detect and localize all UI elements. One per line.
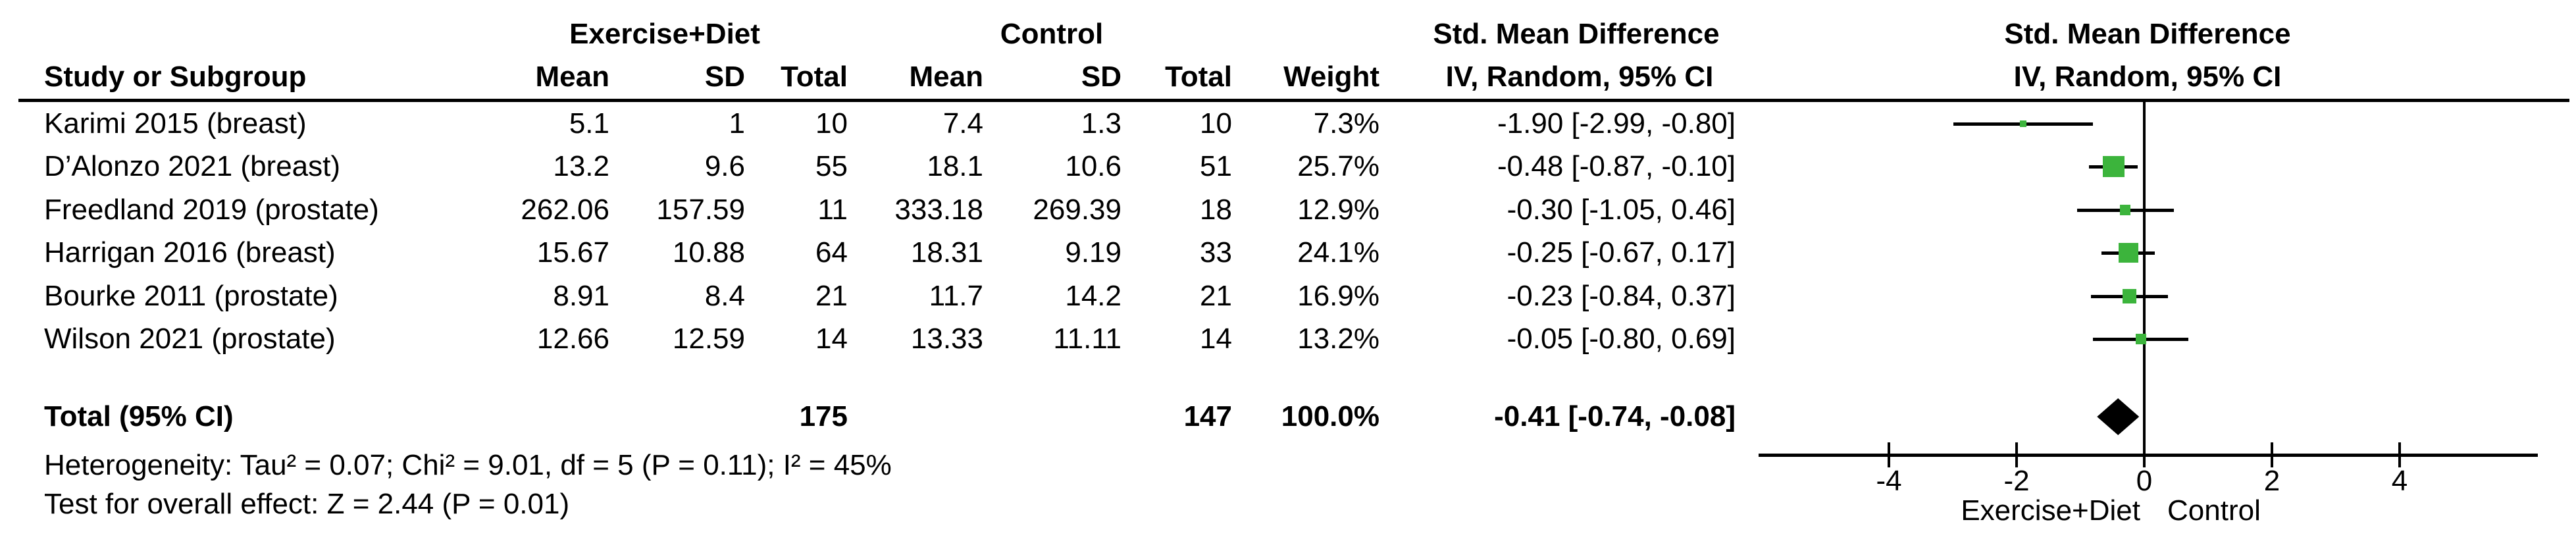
mean1-value: 5.1: [569, 107, 609, 140]
study-label: Wilson 2021 (prostate): [44, 323, 336, 355]
total1-value: 55: [815, 150, 848, 182]
weight-value: 25.7%: [1297, 150, 1379, 182]
sd1-value: 12.59: [672, 323, 745, 355]
study-label: Freedland 2019 (prostate): [44, 194, 379, 226]
total2-column-header: Total: [1165, 61, 1232, 93]
study-column-header: Study or Subgroup: [44, 61, 307, 93]
x-axis-tick-label: 2: [2263, 465, 2280, 497]
total2-value: 10: [1200, 107, 1232, 140]
header-rule: [18, 99, 2569, 102]
total2-value: 14: [1200, 323, 1232, 355]
total2-sum: 147: [1183, 400, 1232, 433]
ci-text: -1.90 [-2.99, -0.80]: [1497, 107, 1736, 140]
weight-value: 24.1%: [1297, 236, 1379, 269]
total2-value: 18: [1200, 194, 1232, 226]
x-axis-tick: [1888, 442, 1890, 467]
mean2-column-header: Mean: [909, 61, 983, 93]
total1-value: 10: [815, 107, 848, 140]
mean2-value: 18.1: [927, 150, 983, 182]
ci-text: -0.23 [-0.84, 0.37]: [1507, 280, 1736, 312]
ci-text: -0.48 [-0.87, -0.10]: [1497, 150, 1736, 182]
sd2-value: 9.19: [1065, 236, 1121, 269]
axis-label-favours-right: Control: [2167, 494, 2261, 527]
total-row-label: Total (95% CI): [44, 400, 234, 433]
study-label: Bourke 2011 (prostate): [44, 280, 338, 312]
sd1-value: 8.4: [704, 280, 745, 312]
iv-ci-plot-column-header: IV, Random, 95% CI: [2013, 61, 2282, 93]
group1-header: Exercise+Diet: [569, 18, 760, 50]
weight-value: 7.3%: [1313, 107, 1379, 140]
effect-square-marker: [2118, 242, 2138, 263]
x-axis-tick: [2143, 442, 2146, 467]
group2-header: Control: [1000, 18, 1104, 50]
sd1-value: 1: [729, 107, 745, 140]
sd1-value: 10.88: [672, 236, 745, 269]
total1-value: 11: [817, 194, 848, 226]
sd2-column-header: SD: [1081, 61, 1121, 93]
ci-text: -0.30 [-1.05, 0.46]: [1507, 194, 1736, 226]
mean2-value: 13.33: [910, 323, 983, 355]
sd2-value: 269.39: [1033, 194, 1121, 226]
total1-sum: 175: [799, 400, 848, 433]
mean2-value: 333.18: [894, 194, 983, 226]
study-label: D’Alonzo 2021 (breast): [44, 150, 341, 182]
x-axis-tick: [2398, 442, 2401, 467]
total1-value: 64: [815, 236, 848, 269]
total1-value: 14: [815, 323, 848, 355]
sd2-value: 14.2: [1065, 280, 1121, 312]
total1-value: 21: [815, 280, 848, 312]
total2-value: 33: [1200, 236, 1232, 269]
axis-label-favours-left: Exercise+Diet: [1961, 494, 2140, 527]
study-label: Harrigan 2016 (breast): [44, 236, 336, 269]
weight-value: 12.9%: [1297, 194, 1379, 226]
sd2-value: 1.3: [1081, 107, 1121, 140]
effect-square-marker: [2119, 204, 2130, 216]
mean2-value: 18.31: [910, 236, 983, 269]
total2-value: 51: [1200, 150, 1232, 182]
ci-text: -0.05 [-0.80, 0.69]: [1507, 323, 1736, 355]
sd1-value: 157.59: [656, 194, 745, 226]
effect-square-marker: [2019, 120, 2026, 127]
x-axis-tick-label: 4: [2391, 465, 2408, 497]
x-axis: [1759, 453, 2538, 457]
iv-ci-column-header: IV, Random, 95% CI: [1445, 61, 1714, 93]
effect-square-marker: [2135, 333, 2147, 345]
pooled-effect-diamond: [2097, 398, 2140, 435]
sd1-value: 9.6: [704, 150, 745, 182]
mean2-value: 11.7: [929, 280, 983, 312]
effect-square-marker: [2103, 155, 2125, 178]
ci-text: -0.25 [-0.67, 0.17]: [1507, 236, 1736, 269]
weight-value: 13.2%: [1297, 323, 1379, 355]
study-label: Karimi 2015 (breast): [44, 107, 307, 140]
mean1-value: 13.2: [553, 150, 609, 182]
x-axis-tick-label: -2: [2003, 465, 2030, 497]
overall-effect-line: Test for overall effect: Z = 2.44 (P = 0…: [44, 488, 570, 520]
heterogeneity-line: Heterogeneity: Tau² = 0.07; Chi² = 9.01,…: [44, 449, 892, 481]
effect-square-marker: [2123, 289, 2137, 303]
sd2-value: 11.11: [1053, 323, 1121, 355]
mean2-value: 7.4: [942, 107, 983, 140]
x-axis-tick-label: -4: [1876, 465, 1902, 497]
sd2-value: 10.6: [1065, 150, 1121, 182]
total2-value: 21: [1200, 280, 1232, 312]
x-axis-tick: [2015, 442, 2018, 467]
total-weight: 100.0%: [1281, 400, 1379, 433]
total1-column-header: Total: [781, 61, 848, 93]
x-axis-tick: [2271, 442, 2273, 467]
mean1-column-header: Mean: [535, 61, 609, 93]
mean1-value: 8.91: [553, 280, 609, 312]
x-axis-tick-label: 0: [2136, 465, 2153, 497]
weight-value: 16.9%: [1297, 280, 1379, 312]
total-ci-text: -0.41 [-0.74, -0.08]: [1494, 400, 1736, 433]
zero-line: [2143, 102, 2146, 455]
weight-column-header: Weight: [1283, 61, 1379, 93]
plot-column-header: Std. Mean Difference: [2004, 18, 2291, 50]
effect-column-header: Std. Mean Difference: [1433, 18, 1720, 50]
sd1-column-header: SD: [704, 61, 745, 93]
mean1-value: 12.66: [536, 323, 609, 355]
mean1-value: 15.67: [536, 236, 609, 269]
mean1-value: 262.06: [521, 194, 609, 226]
